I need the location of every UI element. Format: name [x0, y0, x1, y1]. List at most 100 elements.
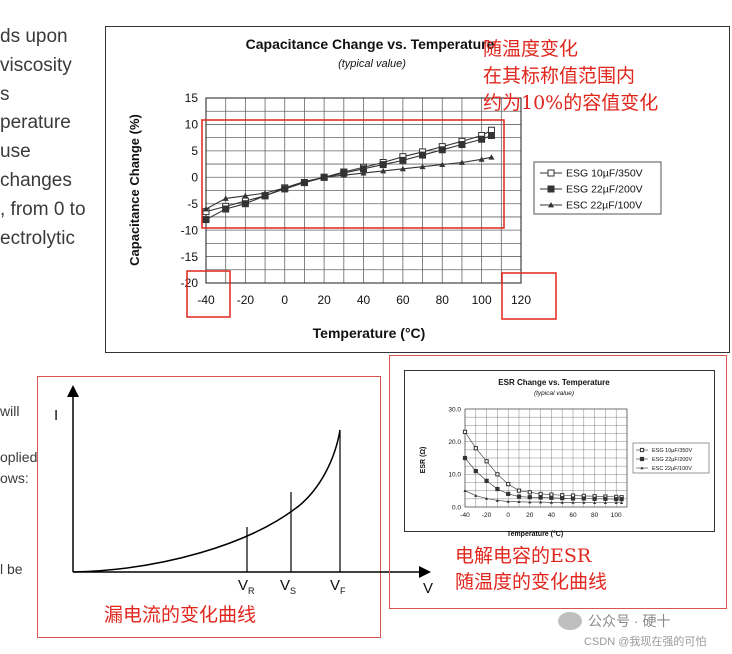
legend-label: ESG 22µF/200V — [652, 457, 692, 463]
left-text-line: s — [0, 84, 10, 105]
watermark-csdn: CSDN @我现在强的可怕 — [584, 636, 707, 648]
data-point — [603, 496, 608, 501]
data-point — [462, 429, 468, 434]
data-point — [484, 478, 489, 483]
legend-label: ESG 22µF/200V — [566, 184, 643, 196]
data-point — [439, 161, 446, 167]
watermark-account: 公众号 · 硬十 — [588, 613, 671, 629]
x-tick-label: 60 — [569, 512, 577, 519]
data-point — [538, 491, 543, 497]
y-axis-label: I — [54, 407, 58, 424]
x-tick-label: -20 — [237, 293, 255, 307]
x-tick-label: 40 — [548, 512, 556, 519]
esr-chart-outer-frame — [389, 355, 727, 609]
data-point — [438, 146, 446, 154]
data-point — [419, 151, 427, 159]
data-point — [560, 500, 564, 504]
leakage-curve — [72, 429, 341, 573]
y-tick-label: 0.0 — [452, 504, 461, 511]
chart-grid — [464, 408, 628, 508]
x-tick-label: -20 — [482, 512, 492, 519]
x-axis-label: Temperature (°C) — [507, 530, 563, 538]
chart-title: ESR Change vs. Temperature — [498, 378, 610, 387]
chart-grid — [205, 97, 522, 284]
data-point — [463, 489, 467, 492]
x-tick-label: 100 — [472, 293, 492, 307]
data-point — [202, 216, 210, 224]
data-point — [603, 501, 607, 505]
esr-annotation-line: 随温度的变化曲线 — [455, 571, 608, 593]
data-point — [321, 174, 328, 180]
x-tick-label: 100 — [611, 512, 622, 519]
data-point — [379, 161, 387, 169]
data-point — [222, 205, 230, 213]
data-point — [528, 500, 532, 504]
x-tick-label: 60 — [396, 293, 410, 307]
left-text-line: ds upon — [0, 26, 68, 47]
data-point — [222, 195, 229, 201]
series-line — [464, 490, 622, 504]
data-point — [582, 500, 586, 504]
data-point — [242, 192, 249, 199]
legend-label: ESC 22µF/100V — [652, 466, 692, 472]
y-tick-label: 15 — [185, 91, 199, 105]
x-tick-label: 20 — [526, 512, 534, 519]
data-point — [495, 486, 500, 492]
vf-label: VF — [330, 577, 346, 596]
data-point — [549, 500, 553, 504]
data-point — [478, 135, 486, 143]
leakage-annotation: 漏电流的变化曲线 — [104, 604, 257, 626]
data-point — [473, 446, 478, 451]
data-point — [538, 495, 543, 500]
left-text-line: changes — [0, 170, 72, 191]
data-point — [262, 190, 269, 196]
left-text-line: viscosity — [0, 55, 72, 76]
left-text-line: oplied — [0, 449, 38, 465]
legend-label: ESC 22µF/100V — [566, 200, 642, 212]
data-point — [506, 491, 511, 497]
legend-entries: ESG 10µF/350V ESG 22µF/200V ESC 22µF/100V — [636, 447, 692, 472]
axis-ticks: -40 -20 0 20 40 60 80 100 120 15 10 5 0 -5 -10 -15 -20 — [181, 91, 532, 307]
data-point — [549, 492, 554, 497]
data-point — [620, 501, 624, 505]
y-tick-label: 0 — [191, 170, 198, 184]
legend-label: ESG 10µF/350V — [652, 448, 692, 454]
y-tick-label: -5 — [187, 197, 198, 211]
legend-marker — [547, 185, 555, 193]
x-tick-label: 80 — [591, 512, 599, 519]
left-text-line: ectrolytic — [0, 228, 75, 249]
cap-annotation-line: 随温度变化 — [483, 38, 579, 60]
vr-label: VR — [238, 577, 255, 596]
data-point — [549, 495, 554, 500]
series-line — [464, 431, 622, 498]
data-point — [592, 496, 597, 501]
data-point — [571, 500, 575, 504]
data-point — [458, 159, 465, 165]
wechat-icon — [558, 612, 582, 630]
y-tick-label: 10.0 — [448, 472, 461, 479]
y-tick-label: -10 — [181, 223, 199, 237]
vs-label: VS — [280, 577, 296, 596]
data-point — [419, 163, 426, 170]
cap-annotation-line: 在其标称值范围内 — [483, 65, 636, 87]
data-point — [241, 200, 249, 208]
y-tick-label: -20 — [181, 276, 199, 290]
leakage-curve-frame — [37, 376, 381, 638]
data-point — [301, 178, 308, 184]
data-point — [360, 170, 367, 176]
data-point — [458, 141, 466, 149]
data-point — [399, 165, 406, 172]
x-tick-label: 40 — [357, 293, 371, 307]
x-tick-label: 0 — [281, 293, 288, 307]
data-point — [399, 156, 407, 164]
data-point — [506, 499, 510, 503]
data-point — [527, 495, 532, 500]
y-axis-label: Capacitance Change (%) — [127, 114, 142, 266]
chart-series — [202, 126, 495, 224]
data-point — [619, 497, 624, 502]
data-point — [560, 496, 565, 501]
data-point — [517, 500, 521, 504]
left-text-line: use — [0, 141, 31, 162]
